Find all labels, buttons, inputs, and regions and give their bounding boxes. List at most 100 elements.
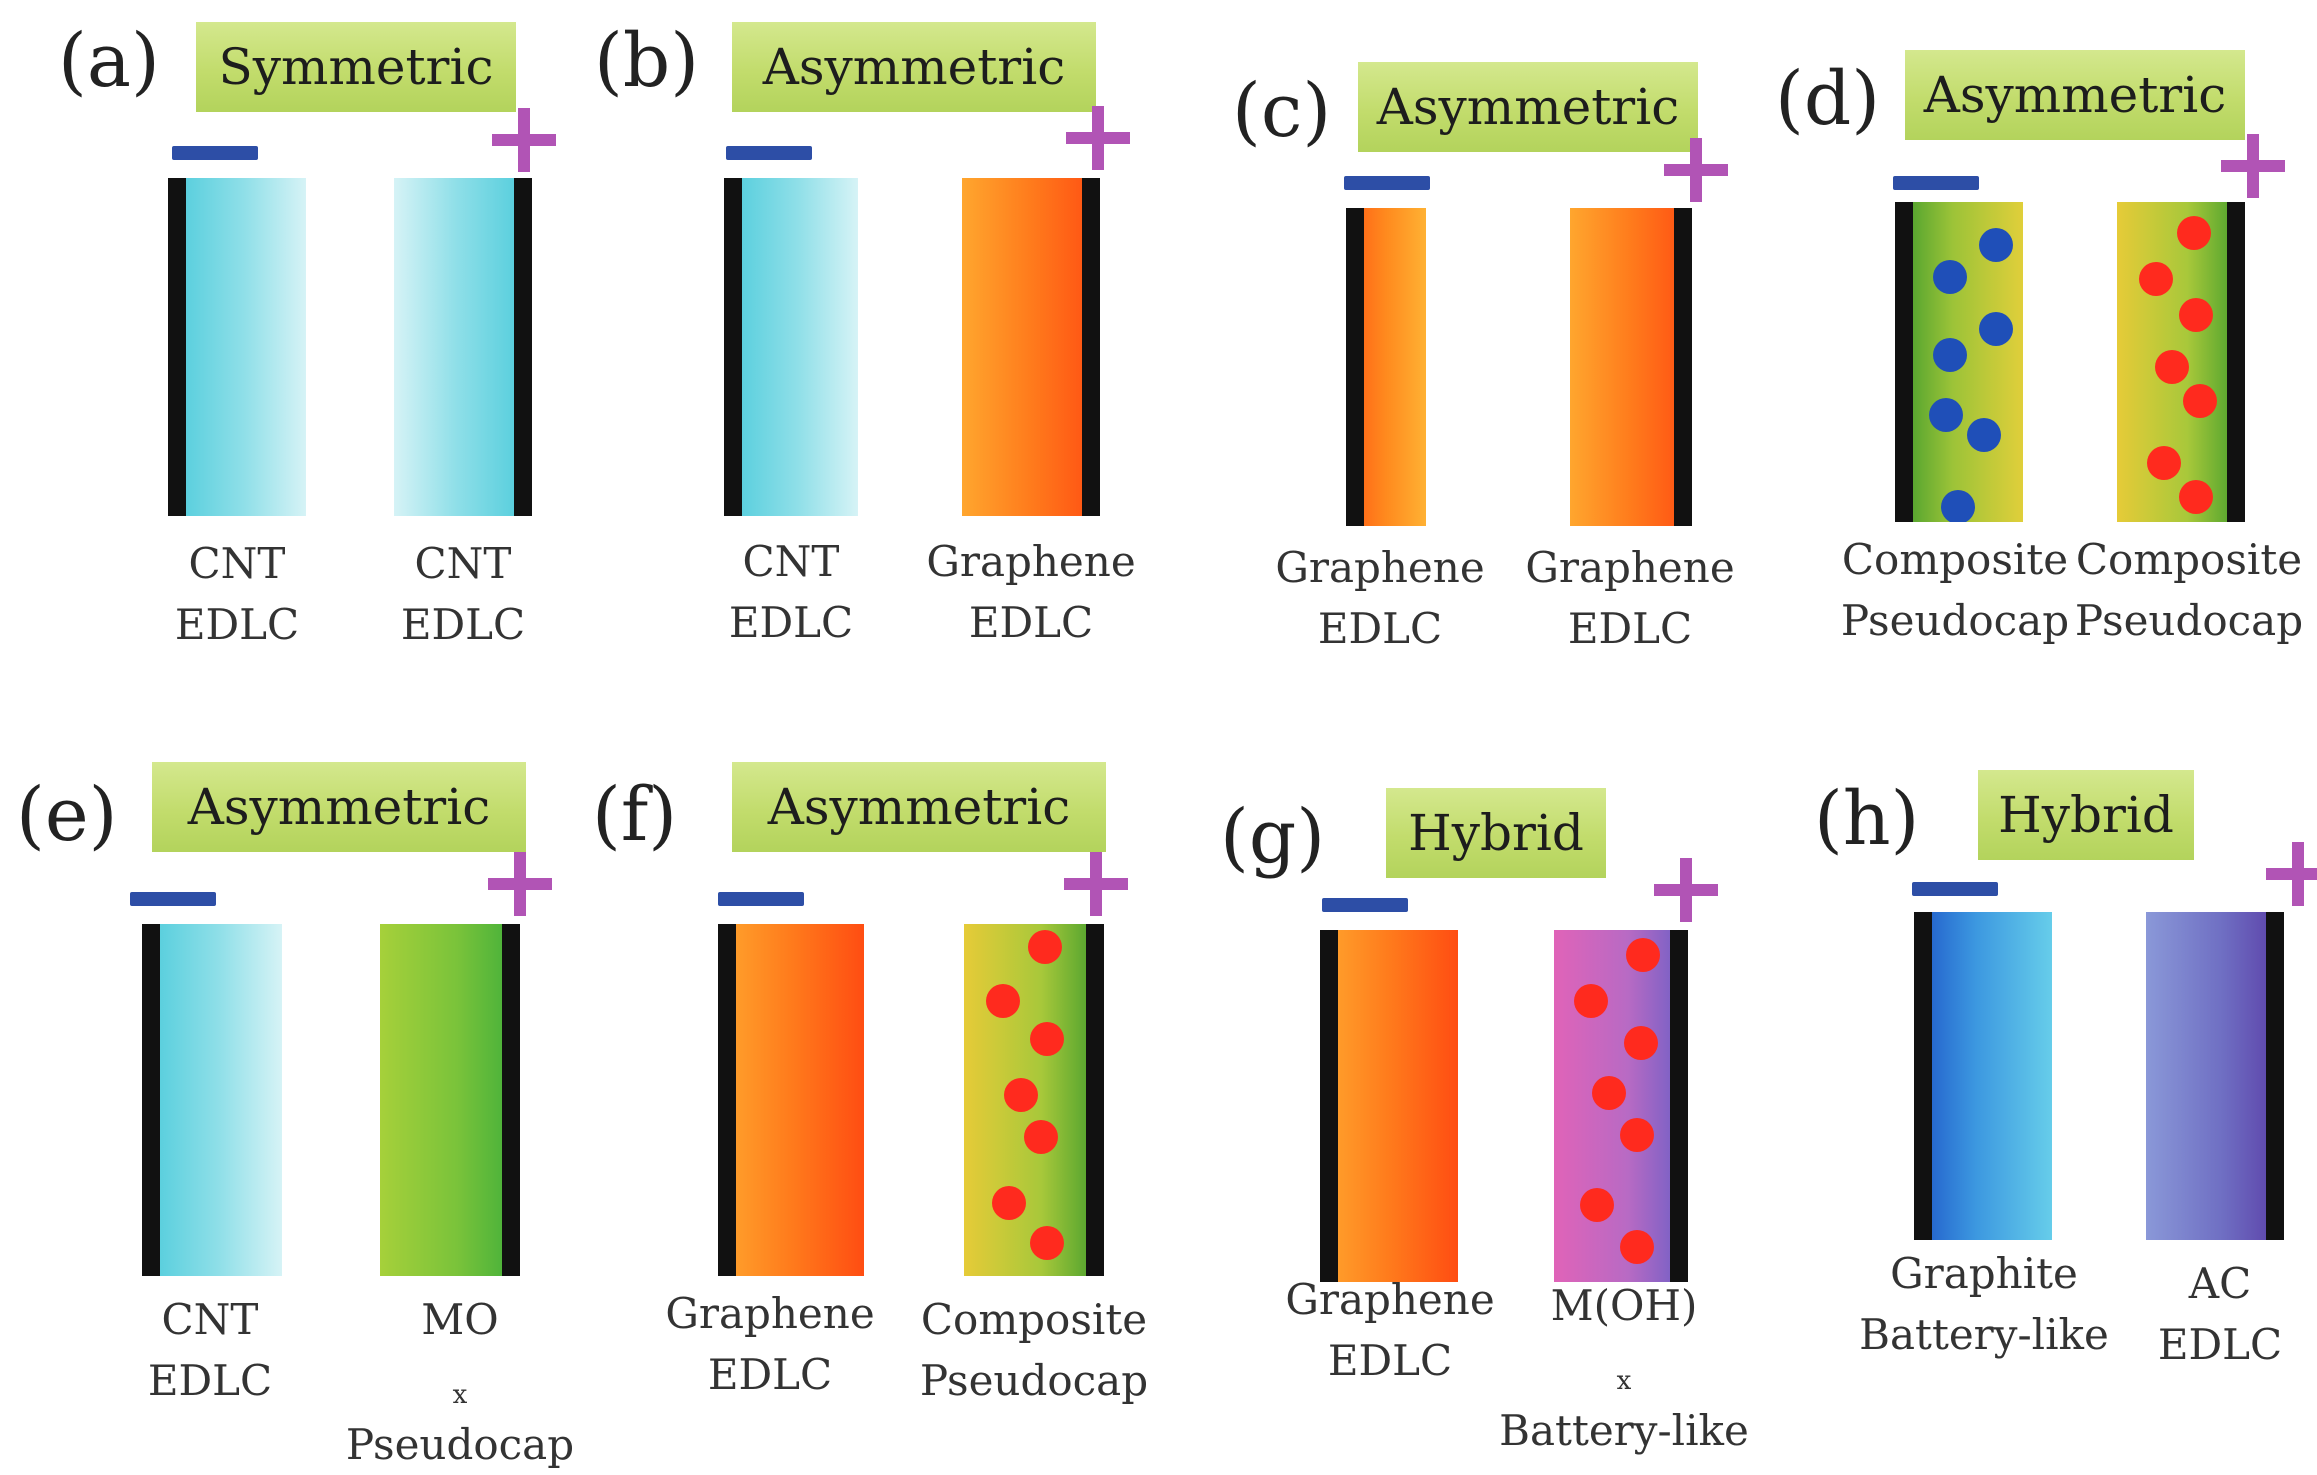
plus-icon xyxy=(1664,138,1728,202)
negative-electrode xyxy=(724,178,858,516)
current-collector xyxy=(1895,202,1913,522)
negative-electrode xyxy=(1914,912,2052,1240)
red-particle xyxy=(2139,262,2173,296)
panel-letter: (e) xyxy=(16,772,118,858)
positive-electrode xyxy=(1570,208,1692,526)
current-collector xyxy=(1082,178,1100,516)
red-particle xyxy=(986,984,1020,1018)
negative-electrode-label: Graphene EDLC xyxy=(1275,543,1485,653)
negative-electrode-label: Composite Pseudocap xyxy=(1840,535,2070,645)
panel-letter: (a) xyxy=(58,18,160,104)
panel-letter: (c) xyxy=(1232,68,1332,154)
panel-a: (a) Symmetric CNT EDLC CNT EDLC xyxy=(40,10,600,690)
current-collector xyxy=(142,924,160,1276)
minus-icon xyxy=(1893,176,1979,190)
panel-letter: (b) xyxy=(594,18,700,104)
type-tag: Asymmetric xyxy=(732,22,1096,112)
plus-icon xyxy=(2266,842,2317,906)
panel-b: (b) Asymmetric CNT EDLC Graphene EDLC xyxy=(580,10,1140,690)
current-collector xyxy=(2227,202,2245,522)
current-collector xyxy=(1670,930,1688,1282)
current-collector xyxy=(1914,912,1932,1240)
positive-electrode xyxy=(962,178,1100,516)
blue-particle xyxy=(1929,398,1963,432)
plus-icon xyxy=(1654,858,1718,922)
current-collector xyxy=(724,178,742,516)
type-tag: Asymmetric xyxy=(1358,62,1698,152)
positive-electrode xyxy=(380,924,520,1276)
panel-h: (h) Hybrid Graphite Battery-like AC EDLC xyxy=(1760,760,2317,1440)
plus-icon xyxy=(1066,106,1130,170)
panel-letter: (h) xyxy=(1814,776,1920,862)
blue-particle xyxy=(1933,260,1967,294)
red-particle xyxy=(2179,298,2213,332)
type-tag: Hybrid xyxy=(1386,788,1606,878)
minus-icon xyxy=(726,146,812,160)
positive-electrode-label: MO x Pseudocap xyxy=(345,1295,575,1469)
red-particle xyxy=(992,1186,1026,1220)
positive-electrode-label: Composite Pseudocap xyxy=(2074,535,2304,645)
negative-electrode-label: CNT EDLC xyxy=(147,1295,273,1405)
panel-e: (e) Asymmetric CNT EDLC MO x Pseudocap xyxy=(10,750,574,1469)
red-particle xyxy=(1024,1120,1058,1154)
red-particle xyxy=(1030,1226,1064,1260)
positive-electrode-label: Graphene EDLC xyxy=(926,537,1136,647)
negative-electrode-label: CNT EDLC xyxy=(728,537,854,647)
current-collector xyxy=(502,924,520,1276)
negative-electrode xyxy=(168,178,306,516)
negative-electrode-label: Graphene EDLC xyxy=(1285,1275,1495,1385)
red-particle xyxy=(1028,930,1062,964)
blue-particle xyxy=(1967,418,2001,452)
negative-electrode xyxy=(1346,208,1426,526)
minus-icon xyxy=(718,892,804,906)
plus-icon xyxy=(488,852,552,916)
negative-electrode xyxy=(1320,930,1458,1282)
positive-electrode-label: CNT EDLC xyxy=(400,539,526,649)
positive-electrode xyxy=(2146,912,2284,1240)
blue-particle xyxy=(1979,312,2013,346)
red-particle xyxy=(1626,938,1660,972)
current-collector xyxy=(1346,208,1364,526)
red-particle xyxy=(1004,1078,1038,1112)
current-collector xyxy=(2266,912,2284,1240)
minus-icon xyxy=(172,146,258,160)
positive-electrode xyxy=(964,924,1104,1276)
current-collector xyxy=(1320,930,1338,1282)
positive-electrode xyxy=(1554,930,1688,1282)
type-tag: Asymmetric xyxy=(152,762,526,852)
current-collector xyxy=(514,178,532,516)
panel-letter: (g) xyxy=(1220,794,1326,880)
red-particle xyxy=(1592,1076,1626,1110)
positive-electrode-label: M(OH) x Battery-like xyxy=(1499,1281,1749,1455)
current-collector xyxy=(168,178,186,516)
red-particle xyxy=(2155,350,2189,384)
negative-electrode-label: Graphite Battery-like xyxy=(1859,1249,2109,1359)
minus-icon xyxy=(1322,898,1408,912)
blue-particle xyxy=(1979,228,2013,262)
panel-d: (d) Asymmetric Composite Pseudocap Compos… xyxy=(1765,10,2317,690)
red-particle xyxy=(1620,1230,1654,1264)
red-particle xyxy=(1580,1188,1614,1222)
minus-icon xyxy=(1344,176,1430,190)
blue-particle xyxy=(1941,490,1975,522)
red-particle xyxy=(2183,384,2217,418)
current-collector xyxy=(1674,208,1692,526)
red-particle xyxy=(2147,446,2181,480)
panel-c: (c) Asymmetric Graphene EDLC Graphene EDLC xyxy=(1230,60,1790,740)
red-particle xyxy=(1574,984,1608,1018)
red-particle xyxy=(1620,1118,1654,1152)
panel-g: (g) Hybrid Graphene EDLC M(OH) x Battery-li… xyxy=(1220,760,1780,1455)
current-collector xyxy=(718,924,736,1276)
minus-icon xyxy=(130,892,216,906)
type-tag: Hybrid xyxy=(1978,770,2194,860)
positive-electrode xyxy=(2117,202,2245,522)
panel-f: (f) Asymmetric Graphene EDLC Composite Pse… xyxy=(580,750,1148,1430)
positive-electrode-label: Composite Pseudocap xyxy=(919,1295,1149,1405)
negative-electrode xyxy=(142,924,282,1276)
type-tag: Asymmetric xyxy=(732,762,1106,852)
plus-icon xyxy=(1064,852,1128,916)
blue-particle xyxy=(1933,338,1967,372)
negative-electrode-label: Graphene EDLC xyxy=(665,1289,875,1399)
red-particle xyxy=(1030,1022,1064,1056)
type-tag: Asymmetric xyxy=(1905,50,2245,140)
